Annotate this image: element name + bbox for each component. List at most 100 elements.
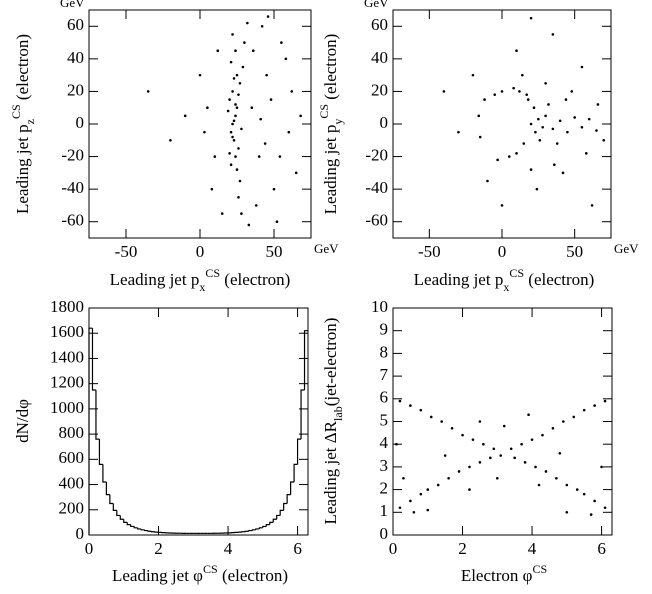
point [238,179,242,183]
histogram-bin [137,527,142,530]
y-tick-label: 3 [380,456,389,475]
histogram-bin [105,482,110,496]
point [232,138,236,142]
point [523,461,527,464]
point [284,57,288,61]
point [429,415,433,419]
point [234,155,237,158]
x-tick-label: 6 [597,539,606,558]
point [443,454,447,457]
y-unit: GeV [364,0,389,10]
x-tick-label: 0 [498,242,507,261]
point [419,492,423,496]
x-tick-label: 4 [528,539,537,558]
point [534,130,537,134]
histogram-bin [255,528,260,530]
point [496,158,499,162]
y-tick-label: 10 [371,297,388,316]
point [461,433,464,437]
point [213,155,217,158]
point [520,442,523,446]
y-tick-label: 200 [59,499,85,518]
point [537,117,540,121]
point [234,114,237,118]
point [240,212,243,215]
point [513,456,516,460]
point [500,90,504,93]
point [237,93,240,96]
point [146,90,150,93]
point [468,465,471,469]
y-tick-label: 600 [59,448,85,467]
y-tick-label: 7 [380,365,389,384]
point [544,470,548,473]
histogram-bin [126,522,131,526]
y-tick-label: -20 [61,145,84,164]
histogram-bin [248,529,253,532]
x-tick-label: 0 [85,539,94,558]
x-tick-label: 50 [566,242,583,261]
point [234,103,237,106]
histogram-bin [123,519,128,523]
histogram-bin [147,530,152,532]
point [238,81,242,85]
point [593,499,596,503]
point [468,488,471,491]
x-tick-label: 0 [196,242,205,261]
point [530,438,534,441]
y-tick-label: -40 [365,178,388,197]
plot-frame [88,9,312,239]
histogram-bin [150,531,156,533]
point [229,163,233,167]
point [229,130,233,134]
point [210,187,214,191]
point [440,420,443,423]
y-tick-label: 40 [371,48,388,67]
histogram-bin [144,529,149,532]
point [602,138,606,142]
point [603,506,607,510]
point [525,93,529,96]
point [551,427,555,430]
point [231,33,234,36]
point [507,155,511,158]
point [398,506,402,510]
point [478,135,482,139]
point [541,125,544,129]
point [263,142,267,145]
point [566,130,569,134]
y-tick-label: -20 [365,145,388,164]
point [232,119,236,123]
point [600,465,603,469]
point [436,483,440,487]
point [500,204,504,207]
y-tick-label: 400 [59,473,85,492]
y-tick-label: 1000 [50,398,84,417]
point [259,117,262,121]
point [203,130,206,134]
histogram-bin [272,518,277,523]
point [409,404,412,407]
histogram-bin [283,502,288,511]
y-tick-label: 0 [380,113,389,132]
y-tick-label: 1600 [50,322,84,341]
point [499,454,503,457]
histogram-bin [303,330,308,390]
histogram-bin [116,510,121,517]
point [521,73,524,77]
y-tick-label: -60 [365,211,388,230]
point [442,90,446,93]
point [478,420,482,423]
y-tick-label: 2 [380,479,389,498]
point [596,103,600,106]
point [589,513,593,516]
point [231,135,234,139]
point [529,122,533,126]
point [590,204,594,207]
point [241,65,245,69]
y-tick-label: 20 [67,80,84,99]
point [235,73,239,77]
histogram-bin [102,464,107,483]
histogram-bin [98,439,103,465]
point [489,456,492,460]
